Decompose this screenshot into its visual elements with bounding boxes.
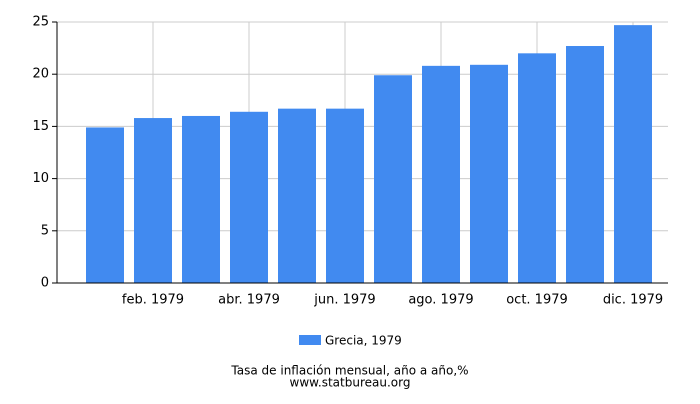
bar <box>566 46 604 284</box>
y-tick-label: 10 <box>32 171 49 186</box>
y-tick-label: 20 <box>32 67 49 82</box>
bar <box>326 108 364 283</box>
y-tick-label: 5 <box>41 223 49 238</box>
bar <box>374 75 412 283</box>
y-tick-label: 25 <box>32 15 49 30</box>
x-tick-label: feb. 1979 <box>122 293 184 308</box>
y-tick-label: 0 <box>41 276 49 291</box>
bar <box>230 111 268 283</box>
axis-title: Tasa de inflación mensual, año a año,% <box>230 364 468 378</box>
bar <box>518 53 556 283</box>
x-tick-label: dic. 1979 <box>603 293 663 308</box>
x-tick-label: ago. 1979 <box>408 293 473 308</box>
bar <box>614 25 652 284</box>
legend-label: Grecia, 1979 <box>325 334 402 348</box>
bar <box>470 64 508 283</box>
y-tick-label: 15 <box>32 119 49 134</box>
x-tick-label: abr. 1979 <box>218 293 280 308</box>
x-tick-label: oct. 1979 <box>506 293 568 308</box>
bar <box>86 127 124 283</box>
x-tick-label: jun. 1979 <box>313 293 375 308</box>
bar <box>182 115 220 284</box>
bar <box>134 118 172 283</box>
bar <box>278 108 316 283</box>
bar <box>422 65 460 284</box>
legend-swatch <box>299 335 321 345</box>
source: www.statbureau.org <box>290 376 411 390</box>
